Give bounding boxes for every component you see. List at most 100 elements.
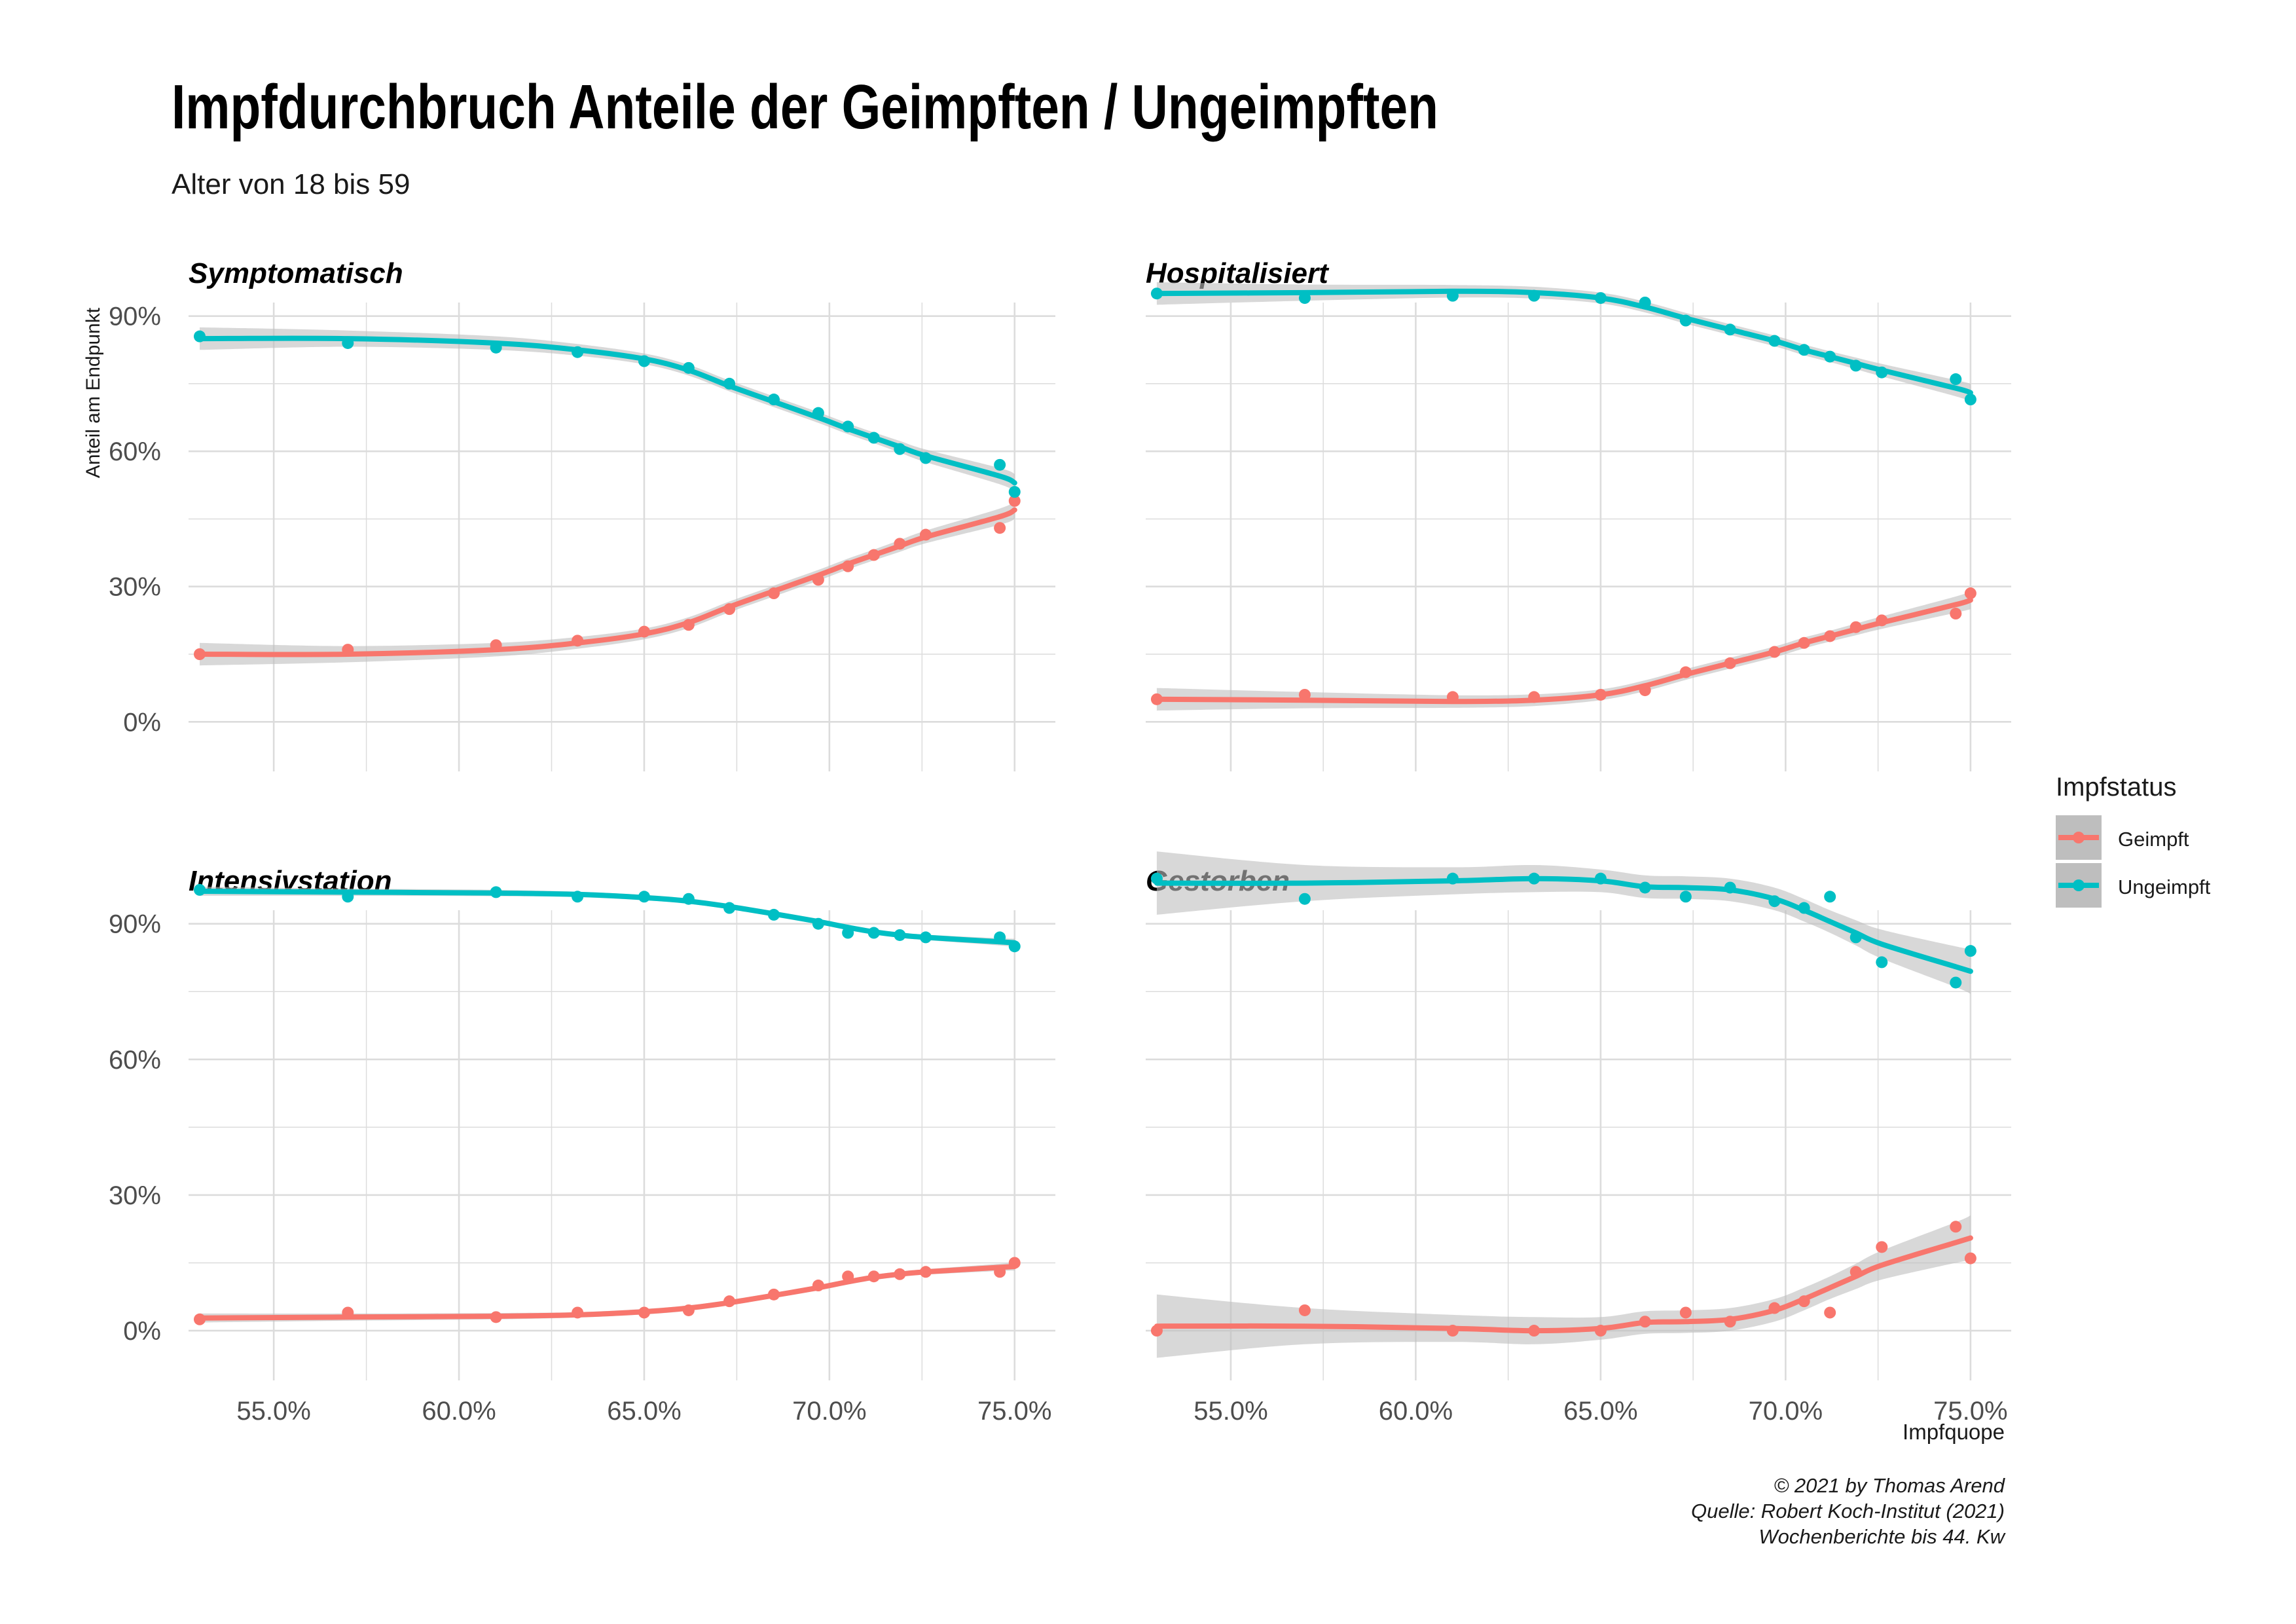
data-point <box>1950 976 1962 989</box>
data-point <box>1950 1221 1962 1233</box>
x-tick-label: 70.0% <box>792 1397 866 1426</box>
data-point <box>1850 1266 1862 1278</box>
x-tick-label: 65.0% <box>607 1397 681 1426</box>
data-point <box>682 893 695 905</box>
data-point <box>1639 1316 1651 1328</box>
panel-symptomatisch: Symptomatisch 0% 30% 60% 90% <box>109 257 1055 771</box>
data-point <box>1950 373 1962 386</box>
data-point <box>894 443 906 455</box>
data-point <box>867 432 880 444</box>
x-tick-label: 55.0% <box>236 1397 310 1426</box>
data-point <box>1850 931 1862 944</box>
data-point <box>1150 693 1163 705</box>
legend-label-ungeimpft: Ungeimpft <box>2118 876 2211 898</box>
data-point <box>1679 891 1692 903</box>
data-point <box>1298 292 1311 304</box>
y-tick-label: 30% <box>109 573 161 602</box>
legend: Impfstatus Geimpft Ungeimpft <box>2056 773 2211 908</box>
x-tick-label: 75.0% <box>977 1397 1051 1426</box>
data-point <box>572 1306 584 1319</box>
data-point <box>723 1295 736 1308</box>
data-point <box>1850 621 1862 633</box>
data-point <box>1724 657 1736 669</box>
data-point <box>842 927 854 939</box>
caption-copyright: © 2021 by Thomas Arend <box>1774 1474 2005 1497</box>
data-point <box>867 549 880 561</box>
smooth-line <box>197 335 1017 486</box>
smooth-line <box>1154 288 1973 396</box>
data-point <box>994 1266 1006 1278</box>
data-point <box>1724 323 1736 336</box>
smooth-line <box>197 1264 1017 1321</box>
data-point <box>1876 1241 1888 1253</box>
data-point <box>1594 1325 1607 1337</box>
chart-subtitle: Alter von 18 bis 59 <box>172 168 410 200</box>
data-point <box>342 1306 354 1319</box>
data-point <box>1679 1306 1692 1319</box>
data-point <box>1768 646 1781 658</box>
data-point <box>1639 881 1651 894</box>
data-point <box>1798 1295 1810 1308</box>
data-point <box>193 330 206 342</box>
panel-grid <box>189 303 1055 771</box>
x-axis-label: Impfquope <box>1903 1420 2005 1444</box>
data-point <box>867 927 880 939</box>
data-point <box>723 603 736 616</box>
data-point <box>1446 872 1459 885</box>
caption-source: Quelle: Robert Koch-Institut (2021) <box>1691 1500 2005 1522</box>
data-point <box>682 619 695 631</box>
y-tick-label: 60% <box>109 1046 161 1075</box>
x-tick-label: 60.0% <box>422 1397 496 1426</box>
data-point <box>894 1268 906 1280</box>
data-point <box>572 635 584 647</box>
confidence-band <box>1156 1215 1971 1358</box>
data-point <box>1679 314 1692 327</box>
data-point <box>638 625 650 638</box>
confidence-band <box>1156 851 1971 994</box>
data-point <box>1876 614 1888 627</box>
smooth-line <box>1154 1235 1973 1334</box>
data-point <box>1150 1325 1163 1337</box>
smooth-line <box>197 507 1017 657</box>
data-point <box>1964 394 1977 406</box>
data-point <box>1724 1316 1736 1328</box>
confidence-band <box>1156 591 1971 711</box>
data-point <box>812 917 824 930</box>
data-point <box>1964 1252 1977 1264</box>
data-point <box>342 644 354 656</box>
x-tick-label: 55.0% <box>1194 1397 1267 1426</box>
data-point <box>1824 630 1836 642</box>
data-point <box>1798 344 1810 356</box>
caption-reports: Wochenberichte bis 44. Kw <box>1758 1525 2006 1548</box>
data-point <box>1008 486 1021 498</box>
data-point <box>1798 637 1810 649</box>
data-point <box>638 1306 650 1319</box>
data-point <box>1964 945 1977 957</box>
data-point <box>682 361 695 374</box>
data-point <box>490 341 502 354</box>
y-tick-label: 0% <box>123 708 161 737</box>
data-point <box>1298 893 1311 905</box>
data-point <box>1446 691 1459 703</box>
data-point <box>919 452 932 464</box>
data-point <box>1950 608 1962 620</box>
series-geimpft <box>193 1257 1021 1325</box>
data-point <box>919 1266 932 1278</box>
data-point <box>1528 872 1540 885</box>
data-point <box>812 574 824 586</box>
data-point <box>767 1288 780 1301</box>
confidence-band <box>200 327 1015 492</box>
legend-point-geimpft <box>2073 832 2085 843</box>
data-point <box>572 346 584 358</box>
data-point <box>767 394 780 406</box>
data-point <box>1446 289 1459 302</box>
series-ungeimpft <box>1150 851 1977 994</box>
panel-grid <box>189 910 1055 1380</box>
y-tick-label: 0% <box>123 1317 161 1346</box>
y-tick-label: 90% <box>109 910 161 939</box>
panel-grid <box>1146 303 2011 771</box>
data-point <box>193 648 206 660</box>
data-point <box>919 931 932 944</box>
